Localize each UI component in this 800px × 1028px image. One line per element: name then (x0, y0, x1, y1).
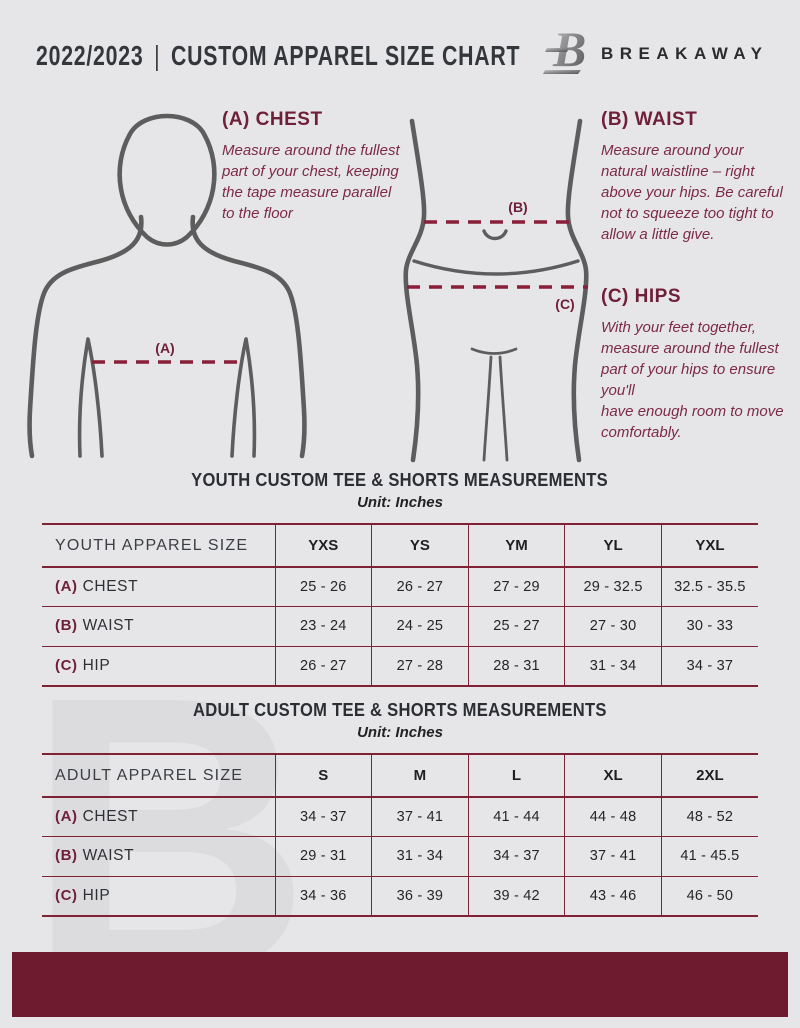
header: 2022/2023 | CUSTOM APPAREL SIZE CHART B BR… (0, 0, 800, 95)
page-title: 2022/2023 | CUSTOM APPAREL SIZE CHART (36, 40, 520, 72)
table-header-row: ADULT APPAREL SIZE S M L XL 2XL (42, 754, 758, 797)
table-row-hip: (C) HIP 26 - 27 27 - 28 28 - 31 31 - 34 3… (42, 646, 758, 686)
waist-guide-text: Measure around your natural waistline – … (601, 142, 783, 243)
size-cell: 41 - 45.5 (680, 848, 740, 865)
adult-size-label-header: ADULT APPAREL SIZE (42, 754, 276, 797)
adult-col-s: S (275, 754, 373, 797)
youth-col-ys: YS (371, 524, 469, 567)
hips-guide-text: With your feet together, measure around … (601, 319, 784, 441)
size-cell: 41 - 44 (468, 797, 566, 837)
size-cell: 43 - 46 (564, 876, 662, 916)
title-year: 2022/2023 (36, 40, 144, 71)
size-cell: 27 - 28 (371, 646, 469, 686)
adult-section-title: ADULT CUSTOM TEE & SHORTS MEASUREMENTS (193, 700, 607, 720)
chest-marker-label: (A) (155, 340, 174, 356)
row-label-hip: (C) HIP (42, 646, 276, 686)
table-header-row: YOUTH APPAREL SIZE YXS YS YM YL YXL (42, 524, 758, 567)
size-cell: 32.5 - 35.5 (674, 579, 746, 595)
youth-size-table: YOUTH APPAREL SIZE YXS YS YM YL YXL (A) C… (42, 523, 758, 687)
size-cell: 31 - 34 (564, 646, 662, 686)
title-text: CUSTOM APPAREL SIZE CHART (171, 40, 521, 71)
adult-col-m: M (371, 754, 469, 797)
size-cell: 44 - 48 (564, 797, 662, 837)
size-cell: 36 - 39 (371, 876, 469, 916)
adult-measurements-section: ADULT CUSTOM TEE & SHORTS MEASUREMENTS U… (0, 699, 800, 917)
adult-col-xl: XL (564, 754, 662, 797)
size-cell: 34 - 37 (686, 657, 734, 674)
size-cell: 23 - 24 (275, 606, 373, 646)
youth-section-title: YOUTH CUSTOM TEE & SHORTS MEASUREMENTS (191, 470, 609, 490)
hip-marker-label: (C) (555, 296, 574, 312)
size-cell: 30 - 33 (686, 618, 734, 635)
size-cell: 24 - 25 (371, 606, 469, 646)
size-cell: 31 - 34 (371, 836, 469, 876)
size-cell: 37 - 41 (371, 797, 469, 837)
torso-figure (27, 113, 307, 459)
youth-col-ym: YM (468, 524, 566, 567)
table-row-chest: (A) CHEST 34 - 37 37 - 41 41 - 44 44 - 48… (42, 797, 758, 837)
adult-section-unit: Unit: Inches (357, 724, 443, 741)
size-cell: 25 - 26 (275, 567, 373, 607)
size-cell: 39 - 42 (468, 876, 566, 916)
brand-name: BREAKAWAY (601, 44, 769, 63)
youth-measurements-section: YOUTH CUSTOM TEE & SHORTS MEASUREMENTS U… (0, 469, 800, 687)
row-label-chest: (A) CHEST (42, 567, 276, 607)
footer-accent-bar (12, 952, 788, 1017)
size-cell: 34 - 37 (468, 836, 566, 876)
youth-col-yl: YL (564, 524, 662, 567)
size-cell: 48 - 52 (686, 809, 734, 825)
title-separator: | (154, 40, 161, 71)
waist-guide-heading: (B) WAIST (601, 109, 698, 130)
table-row-waist: (B) WAIST 23 - 24 24 - 25 25 - 27 27 - 30… (42, 606, 758, 646)
waist-marker-label: (B) (508, 199, 527, 215)
size-cell: 46 - 50 (686, 887, 734, 904)
table-row-chest: (A) CHEST 25 - 26 26 - 27 27 - 29 29 - 32… (42, 567, 758, 607)
youth-section-unit: Unit: Inches (357, 494, 443, 511)
adult-col-l: L (468, 754, 566, 797)
size-cell: 26 - 27 (371, 567, 469, 607)
adult-size-table: ADULT APPAREL SIZE S M L XL 2XL (A) CHEST… (42, 753, 758, 917)
row-label-hip: (C) HIP (42, 876, 276, 916)
size-cell: 27 - 29 (468, 567, 566, 607)
measurement-figures-illustration: (A) (B) (C) (27, 113, 589, 463)
size-cell: 34 - 37 (275, 797, 373, 837)
youth-col-yxs: YXS (275, 524, 373, 567)
hips-guide-heading: (C) HIPS (601, 286, 681, 307)
table-row-waist: (B) WAIST 29 - 31 31 - 34 34 - 37 37 - 41… (42, 836, 758, 876)
row-label-waist: (B) WAIST (42, 836, 276, 876)
size-cell: 37 - 41 (564, 836, 662, 876)
size-cell: 29 - 31 (275, 836, 373, 876)
size-cell: 28 - 31 (468, 646, 566, 686)
size-cell: 27 - 30 (564, 606, 662, 646)
lower-body-figure (403, 118, 589, 463)
chest-guide-heading: (A) CHEST (222, 109, 323, 130)
youth-col-yxl: YXL (695, 537, 725, 554)
chest-guide-text: Measure around the fullest part of your … (222, 142, 400, 222)
size-cell: 29 - 32.5 (564, 567, 662, 607)
table-row-hip: (C) HIP 34 - 36 36 - 39 39 - 42 43 - 46 4… (42, 876, 758, 916)
row-label-waist: (B) WAIST (42, 606, 276, 646)
size-cell: 26 - 27 (275, 646, 373, 686)
size-cell: 25 - 27 (468, 606, 566, 646)
youth-size-label-header: YOUTH APPAREL SIZE (42, 524, 276, 567)
size-cell: 34 - 36 (275, 876, 373, 916)
adult-col-2xl: 2XL (696, 767, 724, 784)
row-label-chest: (A) CHEST (42, 797, 276, 837)
breakaway-logo-icon: B (543, 22, 586, 77)
